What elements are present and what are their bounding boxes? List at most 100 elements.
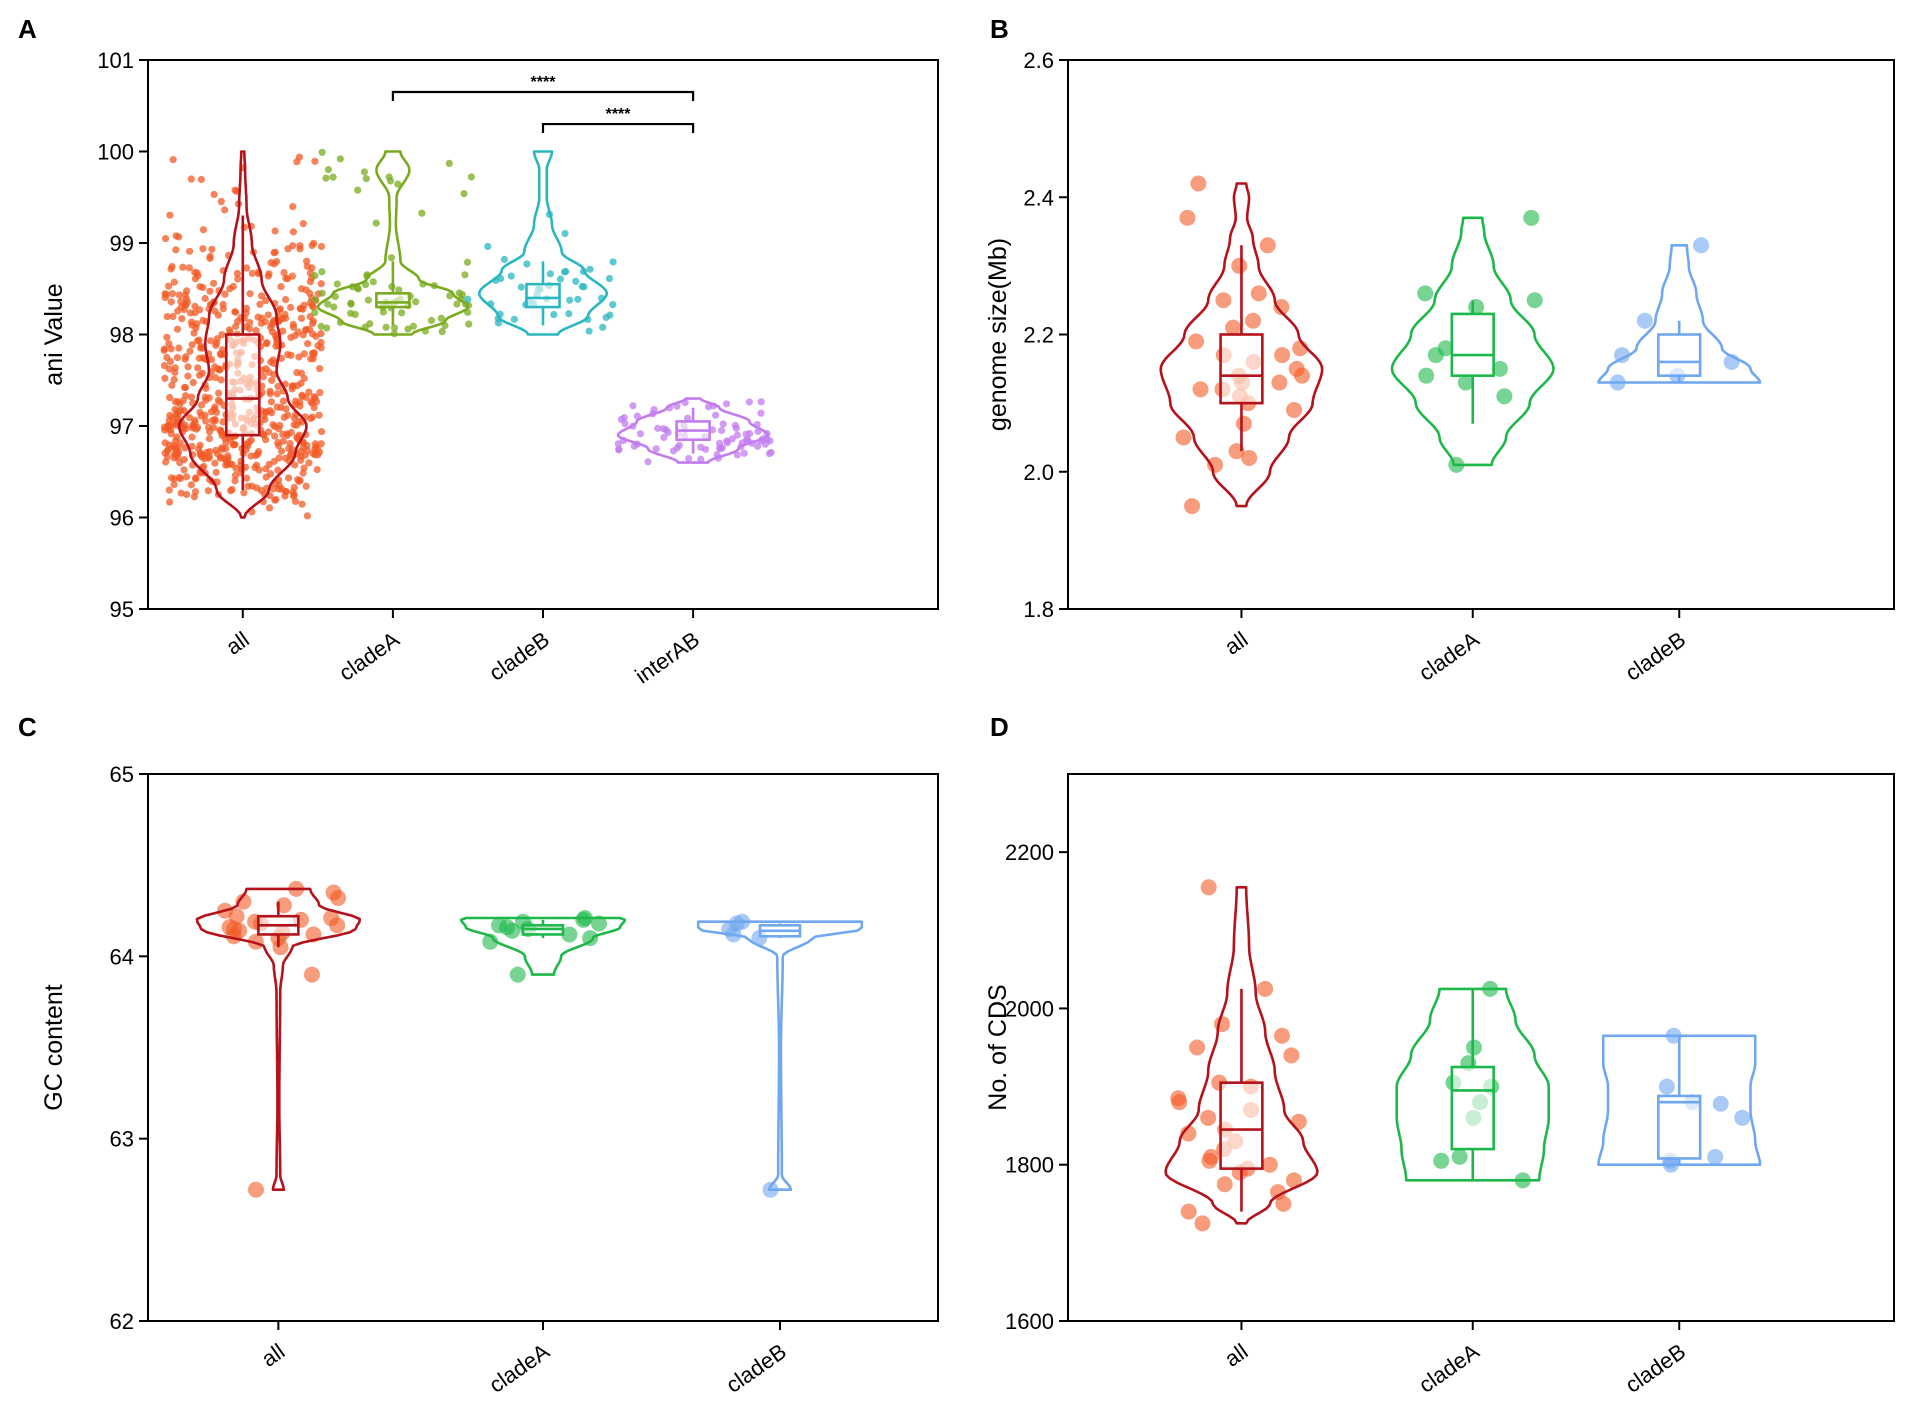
data-point bbox=[574, 295, 582, 303]
violin-outline bbox=[1164, 886, 1319, 1225]
data-point bbox=[259, 373, 267, 381]
data-point bbox=[629, 402, 637, 410]
data-point bbox=[185, 264, 193, 272]
data-point bbox=[317, 344, 325, 352]
data-point bbox=[293, 158, 301, 166]
data-point bbox=[404, 325, 412, 333]
data-point bbox=[458, 291, 466, 299]
y-tick-label: 97 bbox=[110, 414, 134, 439]
data-point bbox=[167, 298, 175, 306]
data-point bbox=[1526, 292, 1543, 309]
data-point bbox=[262, 473, 270, 481]
data-point bbox=[1613, 347, 1630, 364]
data-point bbox=[565, 310, 573, 318]
data-point bbox=[1231, 257, 1248, 274]
data-point bbox=[1216, 1176, 1233, 1193]
data-point bbox=[206, 252, 214, 260]
data-point bbox=[303, 512, 312, 520]
data-point bbox=[765, 450, 773, 458]
data-point bbox=[1734, 1109, 1751, 1126]
data-point bbox=[510, 315, 518, 323]
data-point bbox=[175, 291, 183, 299]
data-point bbox=[178, 315, 186, 323]
data-point bbox=[165, 486, 173, 494]
data-point bbox=[316, 365, 324, 373]
data-point bbox=[395, 286, 403, 294]
data-point bbox=[269, 485, 277, 493]
data-point bbox=[211, 459, 219, 467]
data-point bbox=[201, 417, 210, 425]
data-point bbox=[362, 175, 370, 183]
data-point bbox=[303, 441, 311, 450]
box-iqr bbox=[1450, 312, 1495, 377]
data-point bbox=[546, 270, 554, 278]
data-point bbox=[617, 415, 626, 424]
data-point bbox=[745, 398, 753, 406]
data-point bbox=[192, 475, 200, 483]
data-point bbox=[179, 263, 187, 271]
data-point bbox=[1194, 1215, 1211, 1232]
data-point bbox=[437, 314, 445, 322]
data-point bbox=[308, 241, 316, 250]
data-point bbox=[1457, 374, 1474, 391]
data-point bbox=[1175, 429, 1192, 446]
data-point bbox=[271, 496, 279, 504]
data-point bbox=[294, 328, 302, 336]
violin-outline bbox=[477, 150, 609, 336]
x-tick-label: cladeA bbox=[1414, 626, 1484, 685]
data-point bbox=[290, 490, 298, 499]
data-point bbox=[1200, 1109, 1217, 1126]
panel-letter: B bbox=[990, 14, 1009, 44]
data-point bbox=[313, 465, 321, 474]
data-point bbox=[1261, 1156, 1278, 1173]
violin-outline bbox=[459, 916, 627, 976]
data-point bbox=[305, 459, 313, 467]
data-point bbox=[336, 155, 344, 163]
data-point bbox=[265, 504, 274, 512]
data-point bbox=[300, 350, 308, 358]
data-point bbox=[1285, 1172, 1302, 1189]
data-point bbox=[161, 374, 169, 382]
violin-outline bbox=[1597, 244, 1762, 384]
data-point bbox=[274, 438, 282, 447]
data-point bbox=[467, 173, 475, 181]
data-point bbox=[216, 454, 224, 462]
data-point bbox=[465, 320, 473, 328]
box-iqr bbox=[1657, 1094, 1702, 1160]
data-point bbox=[163, 333, 171, 341]
data-point bbox=[630, 442, 638, 450]
data-point bbox=[211, 373, 220, 382]
data-point bbox=[199, 226, 208, 234]
data-point bbox=[273, 403, 281, 411]
data-point bbox=[1433, 1152, 1450, 1169]
data-point bbox=[185, 413, 194, 422]
data-point bbox=[308, 301, 316, 310]
data-point bbox=[232, 464, 240, 473]
data-point bbox=[305, 325, 314, 333]
data-point bbox=[265, 368, 273, 376]
data-point bbox=[284, 350, 292, 359]
data-point bbox=[453, 300, 461, 308]
data-point bbox=[192, 324, 200, 332]
data-point bbox=[307, 355, 315, 363]
data-point bbox=[289, 203, 297, 211]
data-point bbox=[507, 272, 515, 280]
data-point bbox=[163, 447, 172, 455]
x-tick-label: cladeB bbox=[1621, 1339, 1690, 1398]
data-point bbox=[351, 310, 359, 319]
data-point bbox=[196, 306, 204, 314]
data-point bbox=[354, 186, 362, 194]
x-tick-label: cladeB bbox=[484, 627, 553, 686]
data-point bbox=[160, 423, 169, 431]
y-tick-label: 95 bbox=[110, 597, 134, 622]
data-point bbox=[184, 372, 192, 380]
data-point bbox=[246, 318, 254, 327]
violin-outline bbox=[1395, 987, 1550, 1182]
data-point bbox=[172, 246, 180, 254]
data-point bbox=[261, 415, 269, 424]
data-point bbox=[446, 292, 454, 300]
data-point bbox=[270, 249, 278, 257]
data-point bbox=[169, 156, 177, 164]
data-point bbox=[317, 427, 326, 436]
